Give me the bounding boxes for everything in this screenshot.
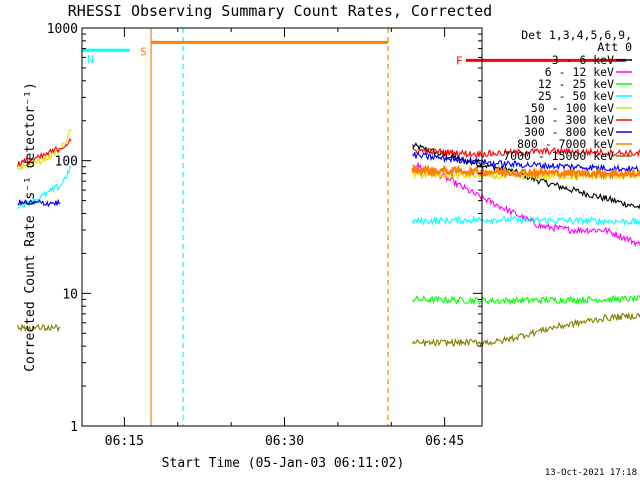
- annotation-label: N: [87, 53, 94, 66]
- series-3: [17, 165, 640, 227]
- y-tick-label: 100: [55, 155, 78, 170]
- series-line-0-0: [412, 142, 640, 210]
- footer-timestamp: 13-Oct-2021 17:18: [545, 468, 637, 478]
- series-line-8-0: [17, 323, 61, 333]
- legend-header-line2: Att 0: [597, 40, 632, 54]
- series-6: [17, 151, 640, 208]
- series-7: [411, 164, 640, 182]
- x-tick-label: 06:45: [425, 434, 464, 449]
- series-line-2-0: [412, 295, 640, 306]
- series-line-8-1: [412, 311, 640, 348]
- series-5: [17, 137, 640, 168]
- series-line-6-1: [412, 151, 640, 174]
- series-8: [17, 311, 640, 348]
- series-line-3-0: [17, 165, 72, 210]
- x-tick-label: 06:15: [105, 434, 144, 449]
- plot-frame: [81, 27, 483, 427]
- legend-entry-label: 6 - 12 keV: [545, 65, 614, 79]
- series-line-3-1: [412, 215, 640, 227]
- series-4: [17, 128, 640, 182]
- series-line-5-1: [412, 146, 640, 158]
- legend-entry-label: 800 - 7000 keV: [517, 137, 614, 151]
- series-1: [412, 161, 640, 248]
- series-line-5-0: [17, 137, 72, 168]
- series-line-6-0: [17, 198, 61, 208]
- annotation-label: S: [140, 45, 147, 58]
- series-group: [17, 128, 640, 348]
- chart-title: RHESSI Observing Summary Count Rates, Co…: [68, 2, 492, 20]
- x-tick-label: 06:30: [265, 434, 304, 449]
- series-line-4-0: [17, 128, 72, 171]
- y-tick-label: 1000: [47, 22, 78, 37]
- y-tick-label: 1: [70, 420, 78, 435]
- legend-entry-label: 25 - 50 keV: [538, 89, 614, 103]
- legend-header-line1: Det 1,3,4,5,6,9,: [521, 28, 632, 42]
- legend-entry-label: 100 - 300 keV: [524, 113, 614, 127]
- series-0: [412, 142, 640, 210]
- y-axis: 1 10 100 1000: [47, 22, 482, 435]
- legend-entry-label: 12 - 25 keV: [538, 77, 614, 91]
- series-line-1-0: [412, 161, 640, 248]
- legend-entry-label: 50 - 100 keV: [531, 101, 614, 115]
- x-axis-label: Start Time (05-Jan-03 06:11:02): [162, 456, 405, 471]
- annotations: SN F: [82, 28, 627, 426]
- series-line-4-1: [412, 170, 640, 182]
- annotation-label: F: [456, 54, 463, 67]
- legend-entry-label: 300 - 800 keV: [524, 125, 614, 139]
- y-tick-label: 10: [62, 287, 78, 302]
- legend-entry-label: 7000 - 15000 keV: [503, 149, 614, 163]
- y-axis-label: Corrected Count Rate (s⁻¹ detector⁻¹): [23, 82, 38, 372]
- x-axis: 06:15 06:30 06:45: [105, 28, 464, 449]
- series-line-7-0: [411, 164, 640, 182]
- legend-entry-label: 3 - 6 keV: [552, 53, 614, 67]
- series-2: [412, 295, 640, 306]
